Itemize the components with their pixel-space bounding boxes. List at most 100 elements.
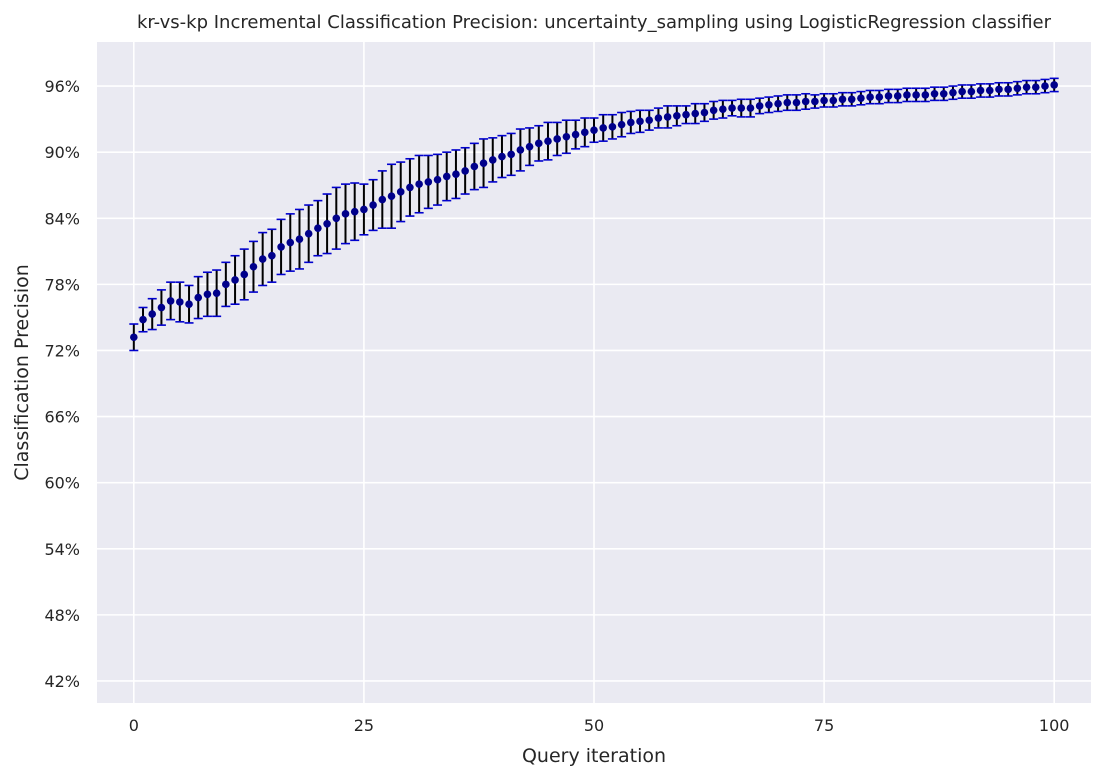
y-tick-label: 84%: [44, 209, 80, 228]
data-point: [424, 178, 433, 186]
data-point: [783, 98, 792, 107]
data-point: [967, 87, 976, 96]
data-point: [682, 110, 690, 119]
y-axis-label: Classification Precision: [11, 264, 33, 481]
data-point: [369, 201, 377, 209]
data-point: [479, 159, 488, 167]
data-point: [1050, 81, 1058, 89]
data-point: [258, 255, 267, 263]
data-point: [746, 104, 755, 112]
data-point: [525, 142, 534, 151]
data-point: [995, 85, 1003, 94]
data-point: [433, 175, 442, 184]
data-point: [378, 195, 387, 204]
data-point: [673, 112, 681, 120]
data-point: [792, 98, 801, 107]
data-point: [636, 117, 644, 126]
data-point: [820, 96, 828, 105]
data-point: [470, 162, 479, 171]
y-tick-label: 54%: [44, 540, 80, 559]
data-point: [1013, 84, 1022, 93]
data-point: [875, 93, 884, 101]
data-point: [976, 86, 985, 95]
data-point: [341, 210, 350, 218]
data-point: [249, 262, 258, 271]
data-point: [912, 91, 920, 99]
data-point: [728, 104, 736, 112]
data-point: [580, 128, 589, 137]
data-point: [866, 93, 874, 101]
data-point: [304, 229, 313, 238]
x-tick-label: 50: [584, 716, 604, 735]
data-point: [488, 156, 497, 164]
data-point: [286, 238, 295, 247]
data-point: [222, 280, 230, 289]
data-point: [130, 333, 138, 342]
data-point: [387, 192, 396, 201]
y-tick-label: 78%: [44, 275, 80, 294]
data-point: [599, 124, 608, 132]
data-point: [627, 118, 635, 127]
data-points: [130, 81, 1058, 342]
data-point: [930, 89, 939, 98]
data-point: [516, 146, 525, 154]
data-point: [562, 132, 571, 141]
tick-labels: 0 25 50 75 100 42% 48% 54% 60% 66% 72% 78% 84% 90% 96%: [44, 77, 1069, 735]
data-point: [166, 297, 175, 305]
y-tick-label: 96%: [44, 77, 80, 96]
data-point: [314, 224, 322, 232]
data-point: [277, 243, 285, 251]
data-point: [360, 205, 368, 214]
y-tick-label: 90%: [44, 143, 80, 162]
data-point: [507, 150, 515, 159]
data-point: [737, 104, 746, 112]
data-point: [157, 303, 166, 312]
data-point: [811, 97, 819, 106]
data-point: [498, 152, 506, 161]
grid: [97, 42, 1091, 703]
y-tick-label: 60%: [44, 474, 80, 493]
data-point: [323, 219, 331, 228]
data-point: [148, 310, 157, 318]
data-point: [544, 137, 552, 145]
data-point: [645, 116, 654, 125]
data-point: [949, 88, 957, 97]
y-tick-label: 66%: [44, 408, 80, 427]
data-point: [765, 100, 773, 109]
data-point: [958, 87, 966, 96]
data-point: [755, 102, 764, 110]
data-point: [461, 167, 469, 175]
data-point: [350, 207, 359, 216]
data-point: [1022, 83, 1031, 91]
data-point: [1041, 82, 1049, 90]
data-point: [396, 188, 405, 196]
y-tick-label: 48%: [44, 606, 80, 625]
data-point: [838, 95, 847, 104]
x-tick-label: 75: [814, 716, 834, 735]
data-point: [663, 113, 672, 121]
data-point: [452, 170, 460, 178]
data-point: [939, 89, 948, 98]
data-point: [231, 276, 239, 284]
data-point: [139, 315, 147, 324]
data-point: [884, 92, 893, 100]
data-point: [534, 139, 543, 148]
data-point: [654, 114, 663, 122]
data-point: [829, 96, 838, 105]
data-point: [700, 108, 709, 117]
data-point: [893, 92, 902, 100]
x-axis-label: Query iteration: [522, 745, 666, 767]
data-point: [801, 97, 810, 106]
data-point: [1004, 85, 1012, 94]
data-point: [1031, 83, 1040, 91]
data-point: [295, 235, 304, 243]
data-point: [212, 289, 221, 297]
data-point: [406, 183, 414, 192]
data-point: [985, 86, 994, 95]
data-point: [553, 135, 561, 143]
data-point: [415, 180, 423, 188]
data-point: [608, 123, 617, 131]
data-point: [571, 130, 580, 139]
data-point: [857, 94, 865, 102]
